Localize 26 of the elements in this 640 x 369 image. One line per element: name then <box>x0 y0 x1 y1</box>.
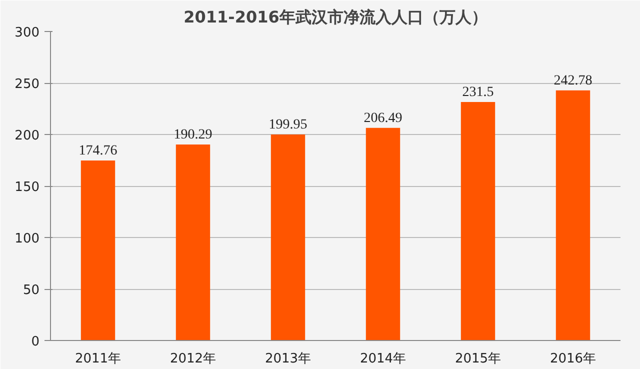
y-tick-label: 150 <box>14 180 40 195</box>
data-label: 199.95 <box>268 118 308 133</box>
bar <box>460 102 496 340</box>
bar <box>366 128 400 340</box>
data-label: 242.78 <box>554 73 592 88</box>
bar <box>176 144 210 340</box>
y-tick-label: 50 <box>22 283 40 298</box>
y-tick-label: 300 <box>14 26 40 40</box>
x-tick-label: 2014年 <box>360 352 406 366</box>
y-tick-label: 0 <box>31 334 40 350</box>
y-tick-label: 100 <box>14 232 40 246</box>
bar <box>270 134 306 340</box>
x-tick-label: 2015年 <box>454 352 502 366</box>
chart-title: 2011-2016年武汉市净流入人口（万人） <box>184 8 488 26</box>
data-label: 174.76 <box>78 143 118 158</box>
x-tick-label: 2016年 <box>550 352 596 366</box>
bar <box>556 90 590 340</box>
data-label: 231.5 <box>462 85 494 100</box>
y-tick-label: 200 <box>14 128 40 144</box>
data-label: 190.29 <box>174 128 212 142</box>
y-tick-label: 250 <box>14 77 40 92</box>
x-tick-label: 2012年 <box>170 352 216 366</box>
x-tick-label: 2013年 <box>264 352 312 366</box>
x-tick-label: 2011年 <box>74 352 122 366</box>
data-label: 206.49 <box>364 110 402 126</box>
bar <box>80 160 116 340</box>
